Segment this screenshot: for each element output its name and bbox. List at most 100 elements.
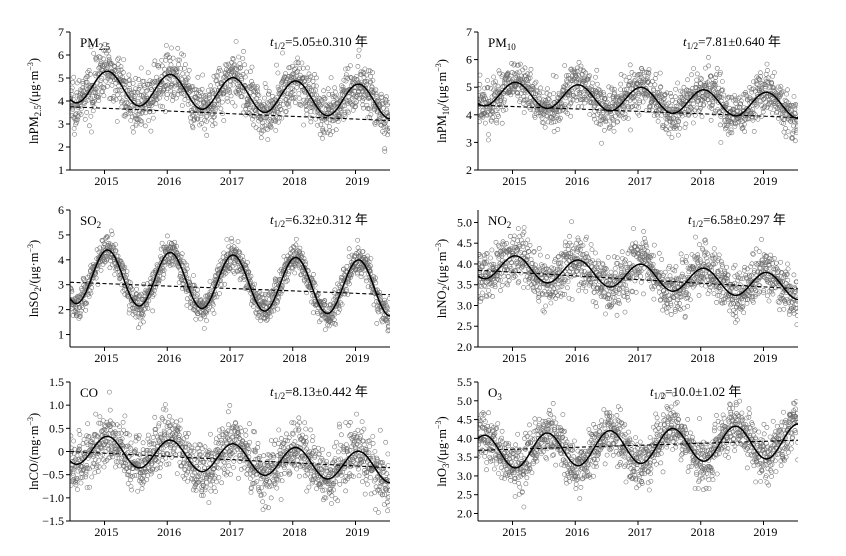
data-point bbox=[550, 72, 556, 78]
data-point bbox=[211, 102, 217, 107]
data-point bbox=[385, 328, 390, 334]
data-point bbox=[214, 294, 220, 300]
data-point bbox=[621, 104, 627, 110]
data-point bbox=[478, 119, 482, 125]
data-point bbox=[699, 114, 705, 120]
data-point bbox=[92, 90, 98, 95]
data-point bbox=[494, 120, 500, 126]
data-point bbox=[130, 108, 136, 114]
data-point bbox=[741, 105, 747, 110]
data-point bbox=[219, 79, 224, 85]
x-tick-label: 2015 bbox=[94, 351, 118, 365]
data-point bbox=[381, 105, 386, 111]
data-point bbox=[602, 95, 608, 101]
data-point bbox=[210, 106, 216, 112]
data-point bbox=[93, 275, 99, 281]
data-point bbox=[285, 277, 290, 283]
data-point bbox=[221, 90, 227, 95]
data-point bbox=[71, 114, 76, 120]
data-point bbox=[164, 83, 169, 89]
data-point bbox=[343, 268, 349, 274]
data-point bbox=[178, 254, 184, 260]
data-point bbox=[711, 88, 716, 93]
data-point bbox=[138, 291, 144, 297]
data-point bbox=[304, 290, 309, 296]
data-point bbox=[723, 103, 729, 108]
data-point bbox=[138, 65, 144, 71]
data-point bbox=[299, 60, 305, 66]
data-point bbox=[506, 77, 511, 83]
data-point bbox=[526, 248, 531, 254]
data-point bbox=[582, 100, 588, 106]
data-point bbox=[765, 68, 770, 73]
data-point bbox=[614, 119, 620, 125]
data-point bbox=[629, 95, 635, 101]
data-point bbox=[652, 82, 658, 88]
data-point bbox=[207, 279, 213, 284]
data-point bbox=[180, 281, 186, 287]
data-point bbox=[681, 84, 687, 90]
data-point bbox=[230, 100, 235, 105]
data-point bbox=[174, 73, 180, 78]
data-point bbox=[143, 123, 148, 129]
data-point bbox=[239, 77, 244, 83]
data-point bbox=[328, 75, 334, 81]
scatter-points bbox=[70, 228, 390, 334]
data-point bbox=[627, 62, 633, 68]
data-point bbox=[139, 119, 145, 124]
data-point bbox=[770, 110, 775, 116]
data-point bbox=[578, 243, 584, 249]
data-point bbox=[322, 96, 328, 102]
data-point bbox=[573, 94, 579, 100]
data-point bbox=[748, 95, 753, 101]
data-point bbox=[679, 95, 685, 101]
data-point bbox=[316, 107, 321, 112]
data-point bbox=[268, 292, 274, 297]
data-point bbox=[103, 254, 109, 259]
data-point bbox=[481, 283, 487, 288]
data-point bbox=[193, 304, 198, 310]
data-point bbox=[512, 273, 518, 279]
data-point bbox=[630, 104, 636, 109]
data-point bbox=[540, 308, 546, 313]
data-point bbox=[164, 95, 170, 101]
data-point bbox=[83, 300, 89, 306]
data-point bbox=[244, 69, 249, 75]
data-point bbox=[293, 60, 299, 66]
data-point bbox=[184, 262, 190, 268]
data-point bbox=[587, 273, 593, 279]
data-point bbox=[618, 81, 624, 87]
data-point bbox=[550, 289, 555, 295]
data-point bbox=[618, 87, 623, 93]
data-point bbox=[342, 103, 348, 109]
data-point bbox=[268, 124, 274, 130]
data-point bbox=[237, 61, 243, 66]
data-point bbox=[576, 288, 582, 294]
data-point bbox=[565, 285, 570, 291]
data-point bbox=[284, 275, 290, 281]
data-point bbox=[611, 128, 617, 134]
data-point bbox=[750, 117, 756, 123]
data-point bbox=[112, 67, 118, 73]
data-point bbox=[385, 102, 390, 108]
data-point bbox=[632, 93, 638, 99]
data-point bbox=[783, 134, 789, 140]
data-point bbox=[634, 72, 640, 78]
data-point bbox=[585, 254, 590, 259]
data-point bbox=[387, 129, 390, 135]
data-point bbox=[759, 103, 765, 109]
data-point bbox=[264, 105, 270, 111]
data-point bbox=[782, 97, 788, 103]
data-point bbox=[348, 274, 353, 280]
data-point bbox=[293, 70, 299, 76]
data-point bbox=[219, 99, 225, 105]
y-tick-label: 1 bbox=[58, 328, 64, 342]
y-tick-label: 7 bbox=[466, 25, 472, 39]
data-point bbox=[106, 54, 112, 60]
data-point bbox=[116, 87, 122, 93]
data-point bbox=[629, 82, 635, 87]
data-point bbox=[759, 81, 765, 86]
data-point bbox=[567, 233, 572, 239]
data-point bbox=[515, 280, 521, 286]
